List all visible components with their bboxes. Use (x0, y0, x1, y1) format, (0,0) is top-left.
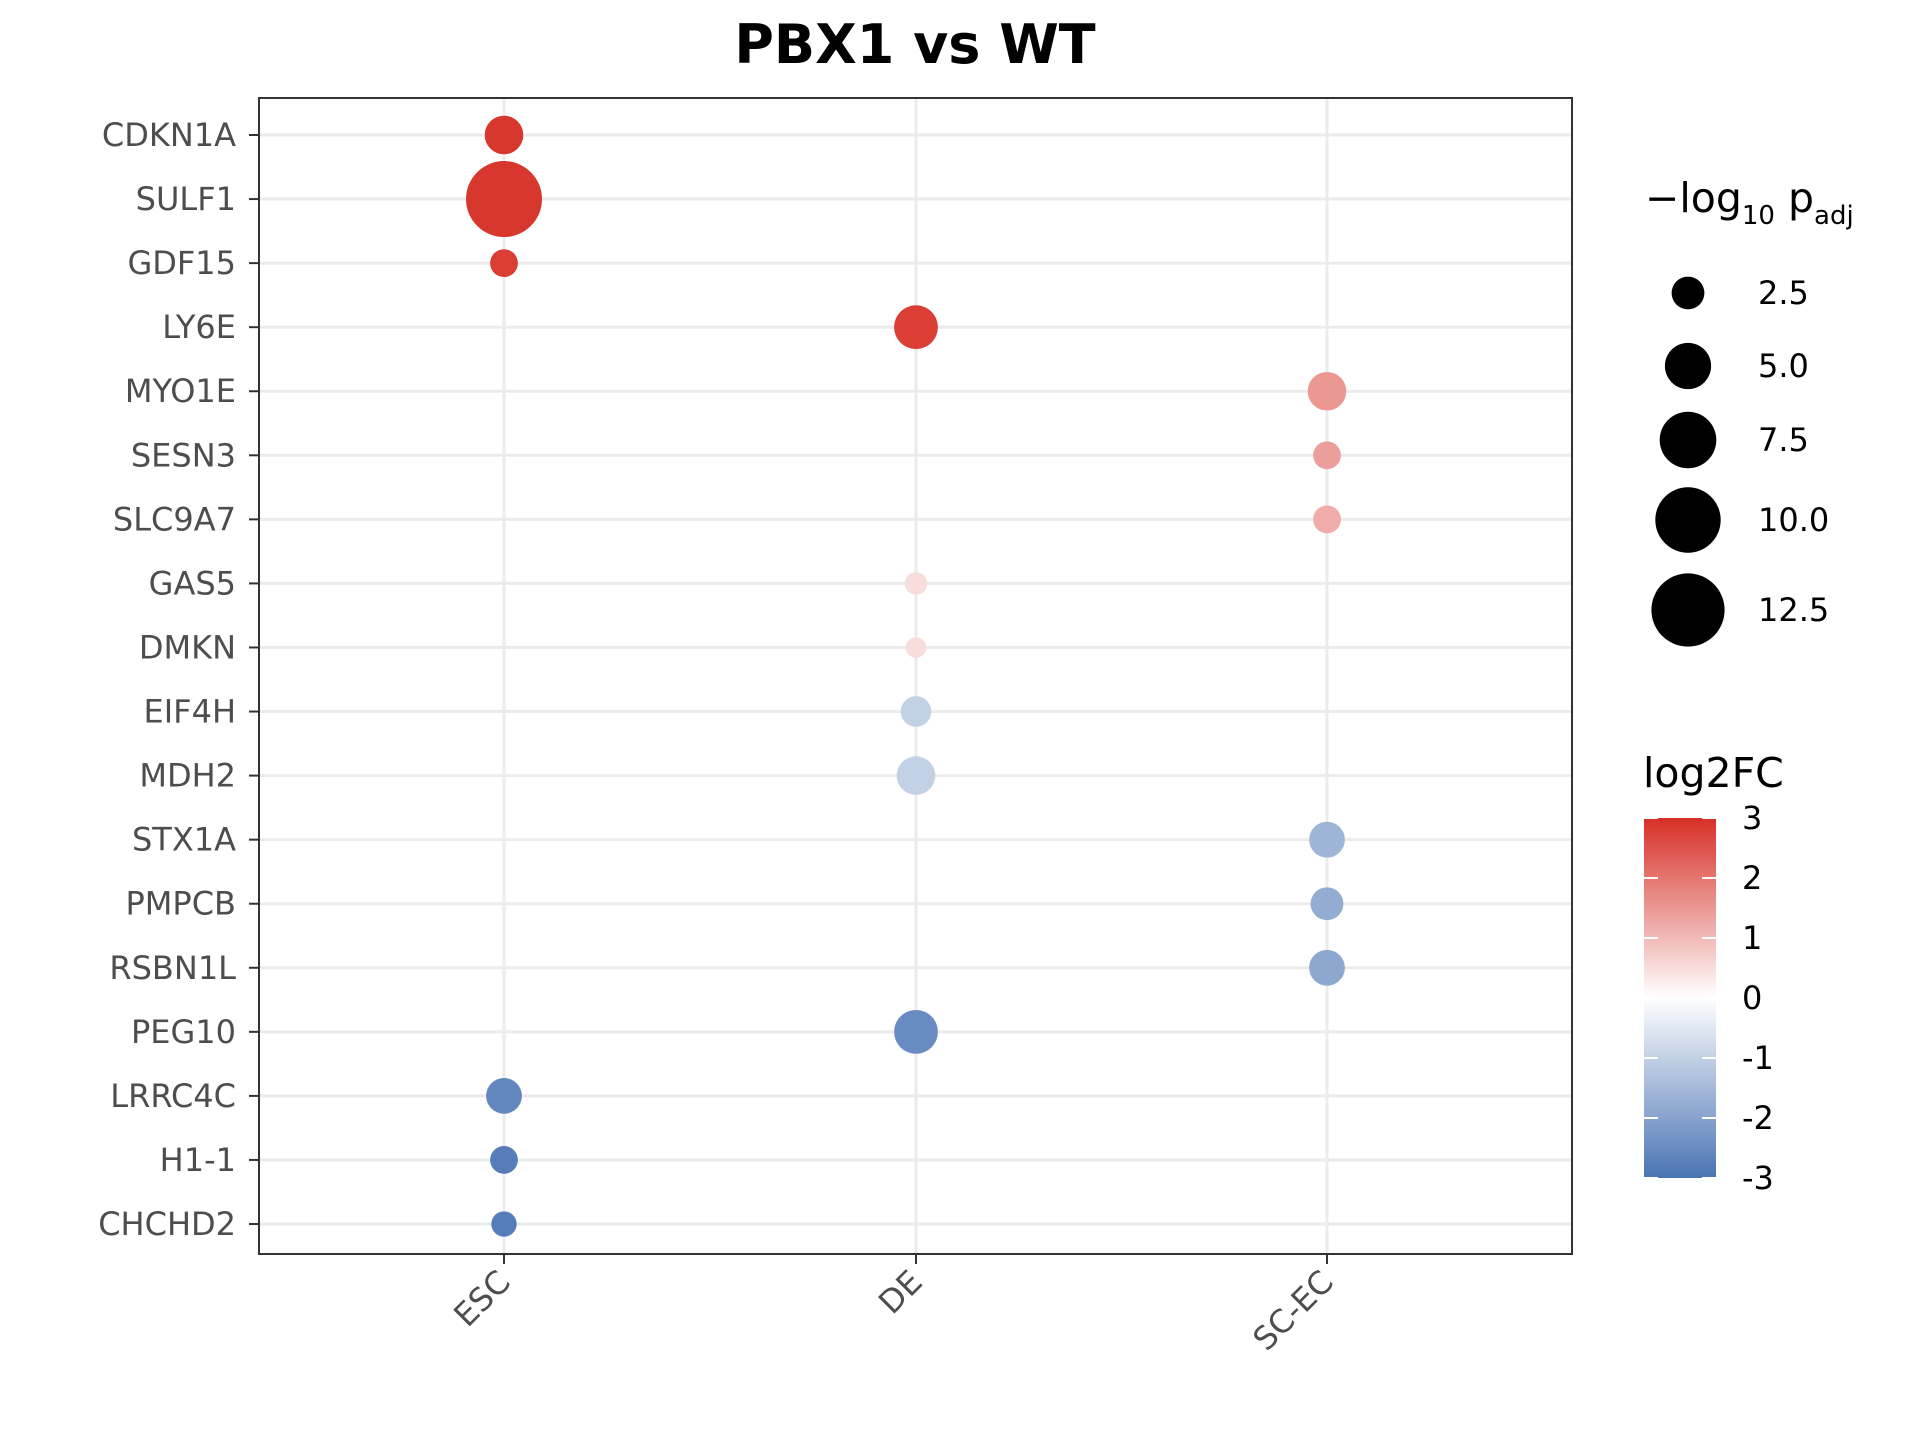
y-axis: CDKN1A SULF1 GDF15 LY6E MYO1E SESN3 SLC9A7 GAS5… (98, 116, 259, 1243)
size-legend-label: 12.5 (1758, 591, 1829, 629)
y-tick-label: LY6E (162, 308, 236, 346)
data-point (894, 305, 938, 350)
y-tick-label: MDH2 (139, 757, 236, 795)
y-tick-label: STX1A (132, 821, 236, 859)
data-point (490, 1146, 518, 1174)
size-legend: −log10 padj 2.5 5.0 7.5 10.0 12.5 (1645, 174, 1854, 647)
data-point (1307, 371, 1347, 411)
y-tick-label: MYO1E (125, 372, 236, 410)
y-tick-label: SULF1 (136, 180, 236, 218)
colorbar-label: -2 (1742, 1099, 1774, 1137)
x-tick-label: DE (871, 1263, 930, 1322)
data-point (490, 249, 518, 278)
y-tick-label: PMPCB (126, 885, 237, 923)
size-legend-key (1655, 487, 1721, 553)
data-point (896, 756, 936, 795)
size-legend-key (1659, 411, 1717, 469)
data-point (466, 161, 542, 238)
data-point (1310, 887, 1344, 921)
size-legend-key (1664, 342, 1712, 390)
colorbar-label: 0 (1742, 979, 1762, 1017)
y-tick-label: PEG10 (131, 1013, 236, 1051)
y-tick-label: GDF15 (127, 244, 236, 282)
data-points (466, 115, 1347, 1237)
colorbar-label: 1 (1742, 919, 1762, 957)
size-legend-title: −log10 padj (1645, 174, 1854, 231)
x-axis: ESC DE SC-EC (446, 1254, 1341, 1358)
data-point (1313, 441, 1341, 470)
color-legend-title: log2FC (1643, 749, 1784, 797)
y-tick-label: LRRC4C (110, 1077, 236, 1115)
data-point (484, 115, 524, 155)
y-tick-label: DMKN (139, 628, 236, 666)
data-point (1309, 949, 1345, 986)
size-legend-label: 7.5 (1758, 421, 1809, 459)
y-tick-label: CDKN1A (102, 116, 236, 154)
data-point (491, 1211, 517, 1237)
chart-title: PBX1 vs WT (734, 13, 1095, 76)
y-tick-label: EIF4H (144, 693, 236, 731)
y-tick-label: CHCHD2 (98, 1205, 236, 1243)
data-point (900, 696, 932, 727)
colorbar-label: 2 (1742, 859, 1762, 897)
data-point (486, 1078, 522, 1114)
data-point (1313, 505, 1341, 534)
x-tick-label: ESC (446, 1263, 517, 1334)
size-legend-key (1671, 276, 1705, 310)
y-tick-label: GAS5 (149, 564, 236, 602)
color-legend: log2FC 3 2 1 0 -1 -2 -3 (1643, 749, 1784, 1197)
colorbar-label: 3 (1742, 799, 1762, 837)
data-point (905, 637, 927, 658)
colorbar-label: -3 (1742, 1159, 1774, 1197)
data-point (894, 1009, 938, 1054)
size-legend-label: 10.0 (1758, 501, 1829, 539)
y-tick-label: SLC9A7 (113, 500, 236, 538)
colorbar-label: -1 (1742, 1039, 1774, 1077)
size-legend-label: 2.5 (1758, 274, 1809, 312)
data-point (904, 572, 928, 595)
size-legend-key (1651, 573, 1725, 647)
size-legend-label: 5.0 (1758, 347, 1809, 385)
y-tick-label: SESN3 (131, 436, 236, 474)
y-tick-label: H1-1 (160, 1141, 236, 1179)
data-point (1309, 821, 1345, 858)
y-tick-label: RSBN1L (109, 949, 236, 987)
x-tick-label: SC-EC (1245, 1263, 1340, 1358)
